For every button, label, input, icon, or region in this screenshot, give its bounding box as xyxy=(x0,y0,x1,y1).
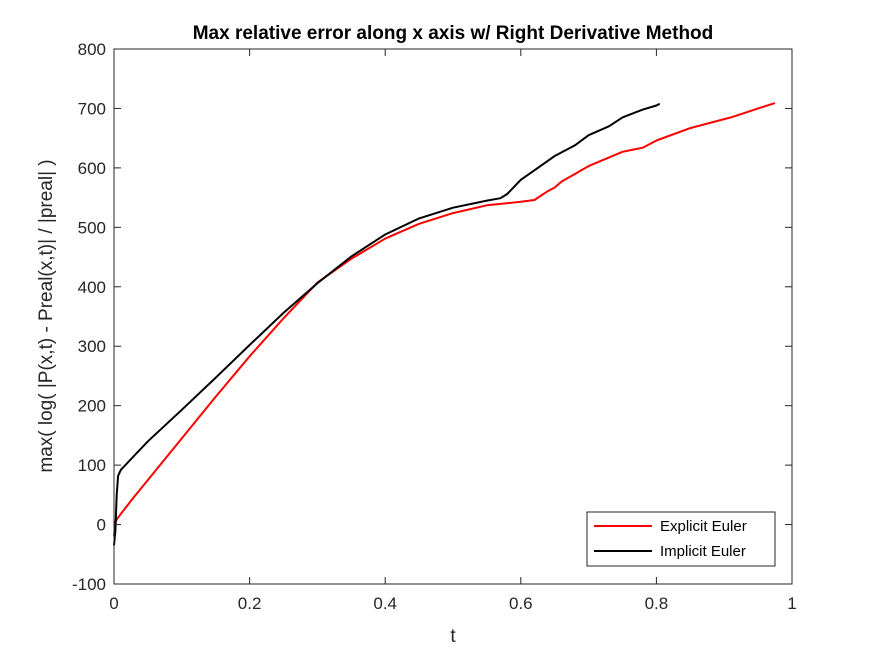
y-tick-label: 800 xyxy=(78,40,106,59)
x-axis: 0 0.2 0.4 0.6 0.8 1 xyxy=(109,49,797,613)
y-tick-label: 600 xyxy=(78,159,106,178)
y-axis: -100 0 100 200 300 400 500 600 700 800 xyxy=(72,40,792,594)
y-tick-label: 700 xyxy=(78,99,106,118)
x-tick-label: 0 xyxy=(109,594,118,613)
series-layer xyxy=(113,102,776,546)
legend: Explicit Euler Implicit Euler xyxy=(586,511,776,567)
y-tick-label: 100 xyxy=(78,456,106,475)
y-axis-label: max( log( |P(x,t) - Preal(x,t)| / |preal… xyxy=(36,159,57,472)
plot-area xyxy=(114,49,792,584)
y-tick-label: 300 xyxy=(78,337,106,356)
x-tick-label: 0.6 xyxy=(509,594,533,613)
chart-title: Max relative error along x axis w/ Right… xyxy=(193,23,714,44)
y-tick-label: 500 xyxy=(78,218,106,237)
x-axis-label: t xyxy=(450,626,456,647)
legend-label-explicit-euler: Explicit Euler xyxy=(660,518,747,535)
legend-label-implicit-euler: Implicit Euler xyxy=(660,543,746,560)
plot-frame xyxy=(113,48,793,585)
legend-box xyxy=(586,511,776,567)
series-line-implicit-euler xyxy=(113,102,661,546)
x-tick-label: 1 xyxy=(787,594,796,613)
y-tick-label: -100 xyxy=(72,575,106,594)
series-line-explicit-euler xyxy=(113,102,776,537)
y-tick-label: 200 xyxy=(78,397,106,416)
x-tick-label: 0.4 xyxy=(373,594,397,613)
x-tick-label: 0.2 xyxy=(238,594,262,613)
y-tick-label: 400 xyxy=(78,278,106,297)
x-tick-label: 0.8 xyxy=(645,594,669,613)
y-tick-label: 0 xyxy=(97,516,106,535)
